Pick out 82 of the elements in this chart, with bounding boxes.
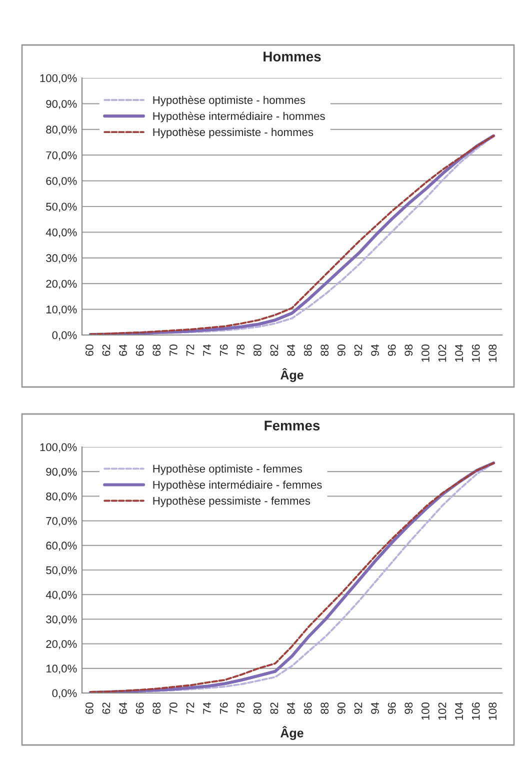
y-tick-label: 80,0%	[46, 492, 77, 502]
y-tick-label: 100,0%	[40, 443, 77, 452]
x-tick-label: 66	[136, 702, 144, 714]
x-tick-label: 86	[304, 702, 312, 714]
y-tick-label: 40,0%	[46, 228, 77, 238]
x-tick-label: 104	[455, 702, 463, 720]
x-tick-label: 104	[455, 344, 463, 362]
chart-title: Femmes	[264, 420, 320, 430]
legend-label: Hypothèse pessimiste - femmes	[153, 496, 310, 507]
y-tick-label: 50,0%	[46, 566, 77, 576]
x-tick-label: 60	[86, 702, 94, 714]
y-tick-label: 0,0%	[52, 331, 77, 340]
x-tick-label: 100	[422, 344, 430, 362]
x-tick-label: 82	[270, 702, 278, 714]
y-tick-label: 40,0%	[46, 590, 77, 600]
x-tick-label: 78	[236, 344, 245, 356]
x-tick-label: 108	[488, 702, 497, 720]
y-tick-label: 90,0%	[46, 468, 77, 478]
y-tick-label: 20,0%	[46, 640, 77, 650]
x-tick-label: 74	[203, 344, 211, 356]
x-tick-label: 94	[371, 344, 379, 356]
legend-label: Hypothèse intermédiaire - femmes	[153, 480, 322, 491]
y-tick-label: 60,0%	[46, 177, 77, 186]
x-tick-label: 94	[371, 702, 379, 714]
y-tick-label: 100,0%	[40, 74, 77, 84]
legend-label: Hypothèse optimiste - femmes	[153, 464, 302, 475]
y-tick-label: 30,0%	[46, 615, 77, 625]
x-tick-label: 64	[119, 702, 127, 714]
chart-title: Hommes	[264, 52, 321, 62]
x-tick-label: 70	[170, 702, 178, 714]
x-tick-label: 88	[320, 702, 329, 714]
y-tick-label: 20,0%	[46, 280, 77, 290]
x-tick-label: 84	[287, 702, 295, 714]
x-axis-title: Âge	[280, 726, 304, 740]
y-tick-label: 90,0%	[46, 100, 77, 110]
x-tick-label: 72	[186, 344, 194, 356]
x-axis-title: Âge	[280, 368, 304, 382]
x-tick-label: 80	[254, 702, 262, 714]
x-tick-label: 62	[102, 702, 110, 714]
x-tick-label: 68	[152, 344, 161, 356]
y-tick-label: 70,0%	[46, 151, 77, 161]
x-tick-label: 76	[220, 344, 228, 356]
legend-label: Hypothèse pessimiste - hommes	[153, 128, 314, 138]
x-tick-label: 62	[102, 344, 110, 356]
x-tick-label: 98	[404, 344, 413, 356]
x-tick-label: 80	[254, 344, 262, 356]
y-tick-label: 30,0%	[46, 254, 77, 264]
x-tick-label: 64	[119, 344, 127, 356]
x-tick-label: 72	[186, 702, 194, 714]
x-tick-label: 90	[338, 702, 346, 714]
y-tick-label: 50,0%	[46, 202, 77, 212]
x-tick-label: 88	[320, 344, 329, 356]
x-tick-label: 82	[270, 344, 278, 356]
x-tick-label: 102	[438, 344, 446, 362]
y-tick-label: 60,0%	[46, 542, 77, 551]
x-tick-label: 70	[170, 344, 178, 356]
x-tick-label: 68	[152, 702, 161, 714]
legend-label: Hypothèse intermédiaire - hommes	[153, 112, 325, 122]
x-tick-label: 108	[488, 344, 497, 362]
x-tick-label: 66	[136, 344, 144, 356]
x-tick-label: 98	[404, 702, 413, 714]
x-tick-label: 92	[354, 344, 362, 356]
x-tick-label: 76	[220, 702, 228, 714]
x-tick-label: 60	[86, 344, 94, 356]
x-tick-label: 78	[236, 702, 245, 714]
x-tick-label: 106	[472, 702, 480, 720]
x-tick-label: 96	[388, 344, 396, 356]
x-tick-label: 86	[304, 344, 312, 356]
y-tick-label: 0,0%	[52, 689, 77, 698]
x-tick-label: 90	[338, 344, 346, 356]
y-tick-label: 10,0%	[46, 664, 77, 674]
x-tick-label: 102	[438, 702, 446, 720]
x-tick-label: 100	[422, 702, 430, 720]
y-tick-label: 70,0%	[46, 517, 77, 526]
x-tick-label: 84	[287, 344, 295, 356]
y-tick-label: 10,0%	[46, 306, 77, 315]
y-tick-label: 80,0%	[46, 126, 77, 135]
x-tick-label: 92	[354, 702, 362, 714]
x-tick-label: 96	[388, 702, 396, 714]
legend-label: Hypothèse optimiste - hommes	[153, 96, 306, 106]
x-tick-label: 106	[472, 344, 480, 362]
x-tick-label: 74	[203, 702, 211, 714]
